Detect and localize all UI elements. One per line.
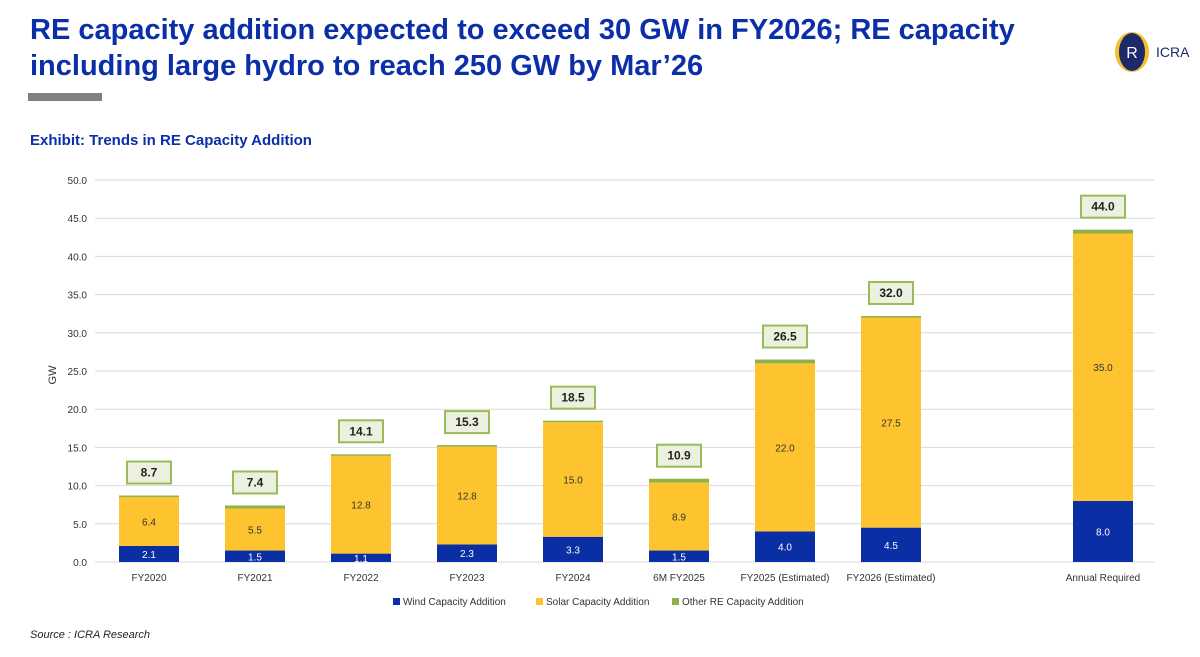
total-data-label: 44.0 [1091,200,1115,214]
wind-data-label: 4.5 [884,541,898,552]
source-note: Source : ICRA Research [30,629,151,641]
total-label-box [126,460,172,485]
wind-data-label: 1.5 [248,552,262,563]
x-tick-label: FY2025 (Estimated) [741,573,830,584]
svg-text:ICRA: ICRA [1156,44,1190,60]
y-tick-label: 45.0 [68,214,88,225]
bar-other [437,445,497,447]
y-tick-label: 25.0 [68,367,88,378]
solar-data-label: 15.0 [563,475,583,486]
total-data-label: 26.5 [773,330,797,344]
bar-solar [225,508,285,551]
bar-other [755,359,815,364]
total-label-box [1080,194,1126,219]
total-data-label: 18.5 [561,391,585,405]
bar-other [331,454,391,456]
solar-data-label: 6.4 [142,518,156,529]
wind-data-label: 2.3 [460,549,474,560]
legend-swatch [672,598,679,605]
bar-wind [543,536,603,562]
total-data-label: 32.0 [879,286,903,300]
svg-text:R: R [1126,45,1138,62]
x-tick-label: FY2026 (Estimated) [847,573,936,584]
title-underline [28,93,102,101]
legend-swatch [536,598,543,605]
x-tick-label: FY2020 [131,573,166,584]
icra-logo: R ICRA [1114,30,1198,74]
total-data-label: 14.1 [349,424,373,438]
total-label-box [656,443,702,468]
bar-solar [1073,233,1133,501]
solar-data-label: 8.9 [672,513,686,524]
x-tick-label: FY2021 [237,573,272,584]
bar-wind [861,527,921,562]
solar-data-label: 22.0 [775,443,795,454]
exhibit-title: Exhibit: Trends in RE Capacity Addition [30,132,312,149]
x-tick-label: FY2023 [449,573,484,584]
y-tick-label: 50.0 [68,176,88,187]
x-tick-label: Annual Required [1066,573,1141,584]
bar-other [1073,229,1133,234]
y-tick-label: 15.0 [68,443,88,454]
bar-wind [225,550,285,562]
page-title: RE capacity addition expected to exceed … [30,14,1015,82]
bar-other [649,478,709,483]
y-axis-label: GW [47,365,59,385]
bar-wind [649,550,709,562]
total-label-box [550,385,596,410]
y-tick-label: 35.0 [68,291,88,302]
bar-wind [1073,500,1133,562]
bar-wind [755,531,815,562]
bar-wind [119,545,179,562]
bar-wind [331,553,391,562]
solar-data-label: 27.5 [881,419,901,430]
total-data-label: 15.3 [455,415,479,429]
legend-label: Solar Capacity Addition [546,597,649,608]
bar-solar [861,317,921,528]
bar-other [861,315,921,318]
total-label-box [338,419,384,444]
wind-data-label: 1.5 [672,552,686,563]
legend-label: Wind Capacity Addition [403,597,506,608]
legend-swatch [393,598,400,605]
wind-data-label: 8.0 [1096,527,1110,538]
y-tick-label: 30.0 [68,329,88,340]
y-tick-label: 5.0 [73,520,87,531]
bar-other [225,505,285,509]
x-tick-label: FY2022 [343,573,378,584]
y-tick-label: 20.0 [68,405,88,416]
x-tick-label: 6M FY2025 [653,573,705,584]
total-label-box [232,470,278,495]
bar-other [543,420,603,423]
stacked-bar-chart: 0.0 5.0 10.0 15.0 20.0 25.0 30.0 35.0 40.0 45.0 50… [47,176,1155,608]
total-data-label: 10.9 [667,449,691,463]
total-label-box [868,280,914,305]
y-tick-label: 40.0 [68,252,88,263]
bar-solar [543,422,603,537]
bar-solar [437,446,497,545]
solar-data-label: 12.8 [351,501,371,512]
y-tick-label: 0.0 [73,558,87,569]
bar-solar [331,455,391,554]
total-label-box [762,324,808,349]
y-tick-label: 10.0 [68,482,88,493]
bar-wind [437,544,497,562]
solar-data-label: 35.0 [1093,363,1113,374]
wind-data-label: 2.1 [142,550,156,561]
bar-other [119,495,179,498]
solar-data-label: 12.8 [457,492,477,503]
bar-solar [755,363,815,532]
wind-data-label: 1.1 [354,554,368,565]
total-label-box [444,410,490,435]
wind-data-label: 3.3 [566,545,580,556]
total-data-label: 7.4 [247,475,264,489]
bar-solar [649,482,709,551]
x-tick-label: FY2024 [555,573,590,584]
wind-data-label: 4.0 [778,543,792,554]
legend-label: Other RE Capacity Addition [682,597,804,608]
solar-data-label: 5.5 [248,526,262,537]
total-data-label: 8.7 [141,466,158,480]
bar-solar [119,497,179,546]
